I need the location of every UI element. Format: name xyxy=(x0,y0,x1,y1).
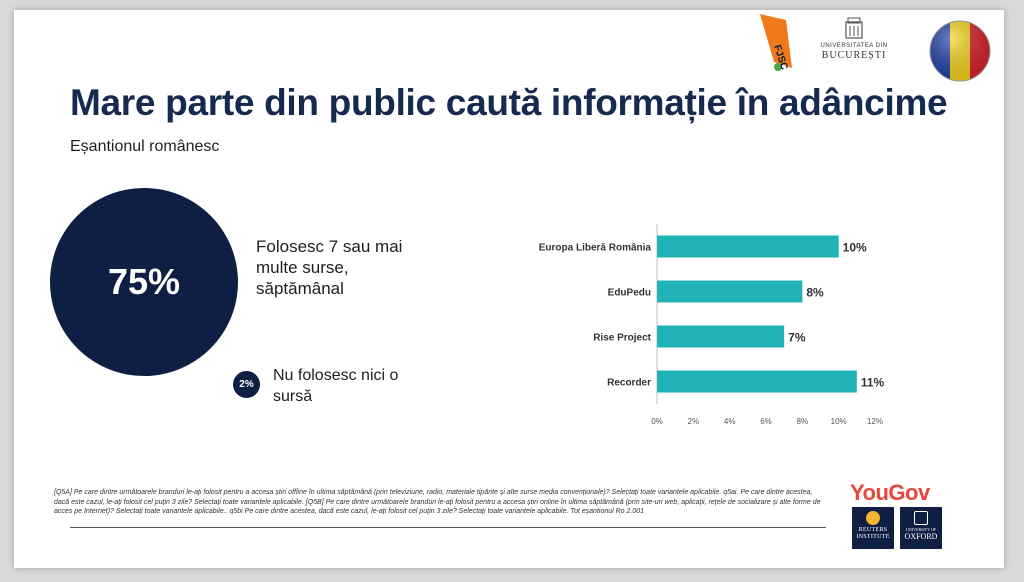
value-label-1: 8% xyxy=(806,286,824,300)
main-stat-value: 75% xyxy=(107,261,181,302)
bar-2 xyxy=(657,325,785,348)
oxford-logo: UNIVERSITY OF OXFORD xyxy=(900,507,942,549)
subtitle: Eșantionul românesc xyxy=(70,138,220,155)
value-label-0: 10% xyxy=(843,241,867,255)
secondary-stat-circle: 2% xyxy=(233,371,260,398)
value-label-3: 11% xyxy=(861,376,885,390)
unibuc-crest-icon xyxy=(845,17,863,39)
category-label-0: Europa Liberă România xyxy=(539,243,652,254)
unibuc-logo-name: BUCUREȘTI xyxy=(821,50,887,61)
unibuc-logo: UNIVERSITATEA DIN BUCUREȘTI xyxy=(814,16,894,76)
bar-3 xyxy=(657,370,857,393)
category-label-2: Rise Project xyxy=(593,333,651,344)
value-label-2: 7% xyxy=(788,331,806,345)
romania-flag-icon xyxy=(928,19,992,83)
category-label-1: EduPedu xyxy=(608,288,651,299)
secondary-stat-value: 2% xyxy=(239,379,254,390)
secondary-stat-label: Nu folosesc nici o sursă xyxy=(273,367,399,405)
bar-0 xyxy=(657,235,839,258)
reuters-globe-icon xyxy=(866,511,880,525)
page-title: Mare parte din public caută informație î… xyxy=(70,82,948,123)
x-tick-label-0: 0% xyxy=(651,417,663,426)
footnote: [Q5A] Pe care dintre următoarele brandur… xyxy=(54,489,821,515)
footnote-divider xyxy=(70,527,826,528)
x-tick-label-5: 10% xyxy=(831,417,847,426)
x-tick-label-3: 6% xyxy=(760,417,772,426)
bar-1 xyxy=(657,280,803,303)
main-stat-label: Folosesc 7 sau mai multe surse, săptămân… xyxy=(256,237,403,298)
oxford-crest-icon xyxy=(914,511,928,525)
fjsc-logo: FJSC xyxy=(756,12,796,72)
unibuc-logo-small: UNIVERSITATEA DIN xyxy=(820,43,888,49)
category-label-3: Recorder xyxy=(607,378,651,389)
yougov-logo: YouGov xyxy=(850,480,930,506)
main-stat-circle: 75% xyxy=(50,188,238,376)
slide: FJSC UNIVERSITATEA DIN BUCUREȘTI xyxy=(14,10,1004,568)
x-tick-label-1: 2% xyxy=(688,417,700,426)
oxford-logo-name: OXFORD xyxy=(904,532,938,541)
reuters-logo-line-1: REUTERS xyxy=(858,527,888,533)
x-tick-label-2: 4% xyxy=(724,417,736,426)
yougov-logo-text: YouGov xyxy=(850,480,930,505)
oxford-logo-small: UNIVERSITY OF xyxy=(906,527,936,532)
reuters-logo-line-2: INSTITUTE xyxy=(856,534,890,540)
reuters-institute-logo: REUTERS INSTITUTE xyxy=(852,507,894,549)
x-tick-label-4: 8% xyxy=(797,417,809,426)
x-tick-label-6: 12% xyxy=(867,417,883,426)
